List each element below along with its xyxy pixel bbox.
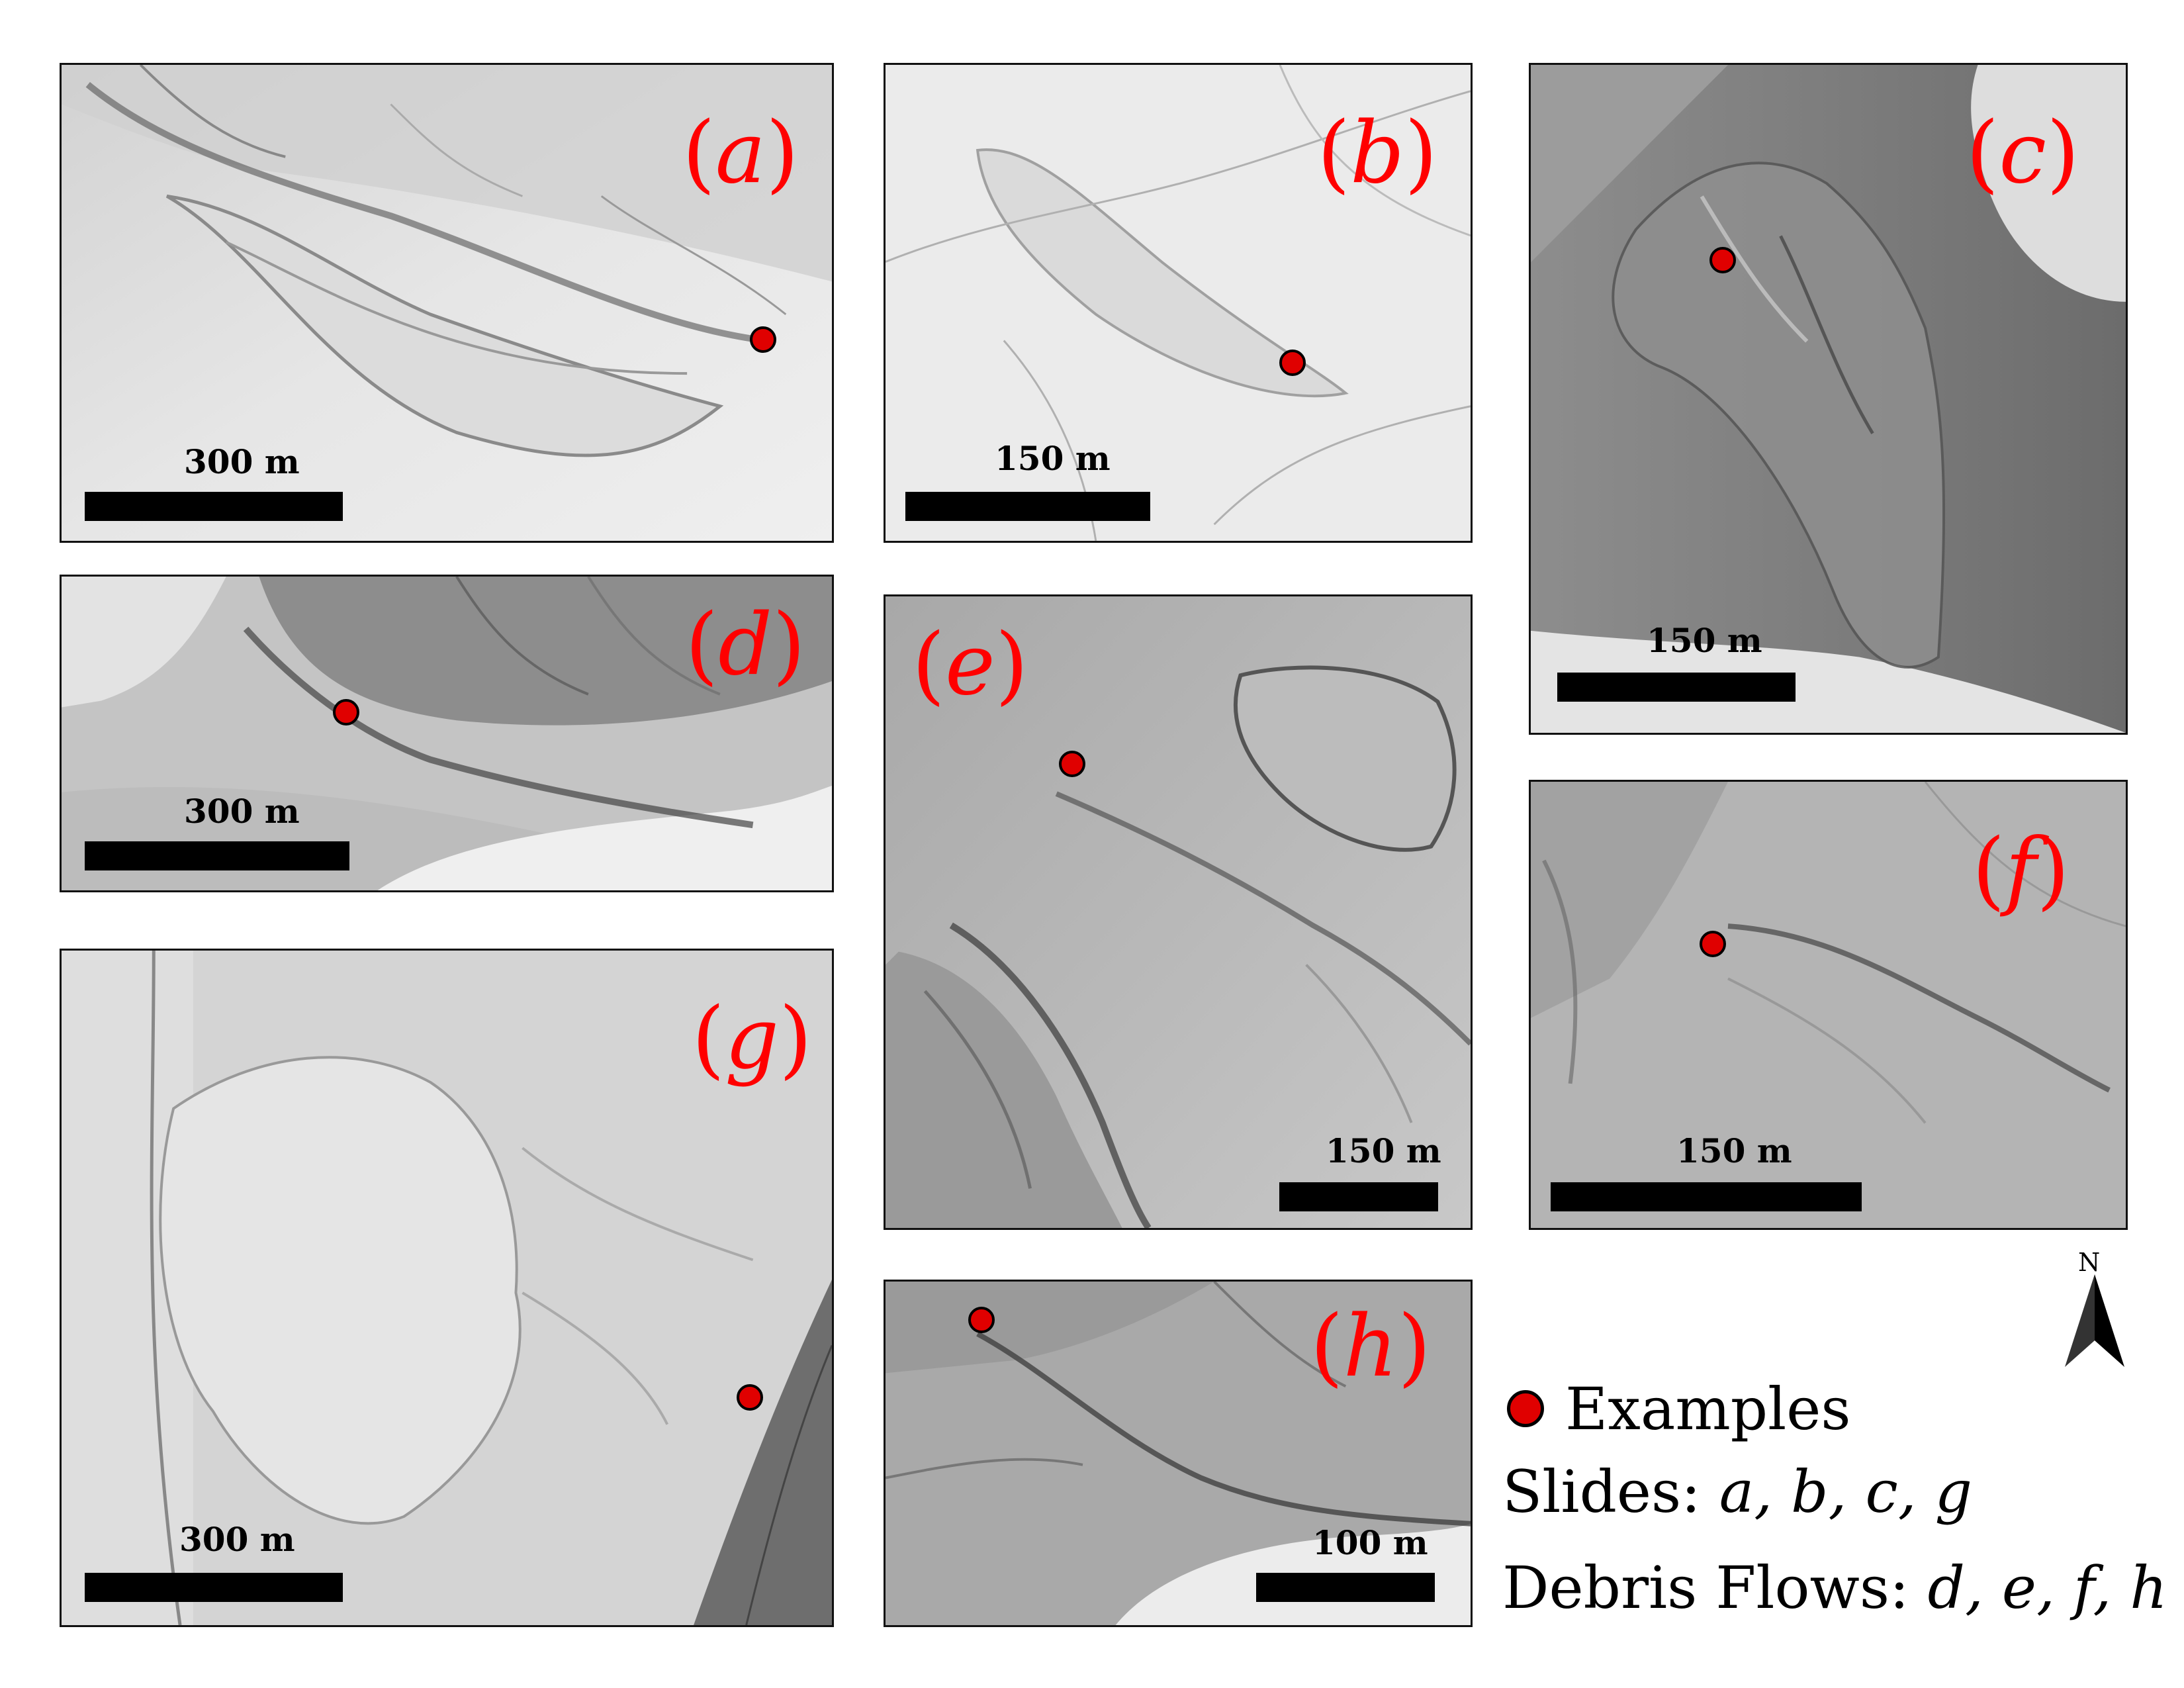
scale-label-b: 150 m (995, 439, 1111, 478)
hillshade-g (62, 951, 832, 1625)
panel-a: (a) 300 m (60, 63, 834, 543)
legend-slides-list: a, b, c, g (1719, 1458, 1973, 1526)
hillshade-d (62, 577, 832, 890)
legend-examples: Examples (1565, 1375, 1851, 1443)
scale-bar-g (85, 1573, 343, 1602)
legend-slides: Slides: a, b, c, g (1502, 1463, 1972, 1521)
hillshade-e (886, 596, 1471, 1228)
panel-label-g: (g) (692, 990, 812, 1088)
example-marker-g (737, 1384, 763, 1411)
legend-debris-list: d, e, f, h (1927, 1554, 2167, 1622)
scale-bar-b (905, 492, 1150, 521)
hillshade-f (1531, 782, 2126, 1228)
north-label: N (2078, 1248, 2101, 1277)
scale-label-a: 300 m (184, 442, 300, 481)
legend-debris-prefix: Debris Flows: (1502, 1554, 1928, 1622)
panel-c: (c) 150 m (1529, 63, 2128, 735)
scale-bar-d (85, 841, 349, 870)
panel-f: (f) 150 m (1529, 780, 2128, 1230)
example-marker-f (1700, 931, 1726, 957)
hillshade-b (886, 65, 1471, 541)
panel-label-c: (c) (1966, 104, 2079, 203)
scale-bar-e (1279, 1182, 1438, 1211)
legend-marker-icon (1507, 1390, 1544, 1427)
panel-label-h: (h) (1310, 1297, 1431, 1396)
example-marker-a (750, 326, 776, 353)
scale-bar-c (1557, 673, 1796, 702)
north-arrow-icon (2065, 1274, 2124, 1367)
scale-label-h: 100 m (1312, 1523, 1428, 1562)
scale-bar-f (1551, 1182, 1862, 1211)
panel-label-b: (b) (1317, 104, 1437, 203)
example-marker-d (333, 699, 359, 726)
scale-label-c: 150 m (1647, 621, 1762, 660)
panel-e: (e) 150 m (884, 594, 1473, 1230)
panel-g: (g) 300 m (60, 949, 834, 1627)
legend-debris: Debris Flows: d, e, f, h (1502, 1559, 2167, 1617)
panel-label-f: (f) (1972, 821, 2070, 919)
scale-bar-a (85, 492, 343, 521)
panel-label-a: (a) (682, 104, 799, 203)
scale-label-e: 150 m (1326, 1131, 1441, 1170)
panel-d: (d) 300 m (60, 575, 834, 892)
legend-slides-prefix: Slides: (1502, 1458, 1719, 1526)
example-marker-e (1059, 751, 1085, 777)
example-marker-b (1279, 350, 1306, 376)
scale-label-d: 300 m (184, 792, 300, 831)
scale-label-f: 150 m (1676, 1131, 1792, 1170)
panel-label-e: (e) (912, 616, 1028, 714)
scale-bar-h (1256, 1573, 1435, 1602)
hillshade-a (62, 65, 832, 541)
scale-label-g: 300 m (179, 1520, 295, 1559)
example-marker-h (968, 1307, 995, 1333)
panel-h: (h) 100 m (884, 1280, 1473, 1627)
panel-b: (b) 150 m (884, 63, 1473, 543)
panel-label-d: (d) (685, 596, 805, 694)
example-marker-c (1709, 247, 1736, 273)
hillshade-c (1531, 65, 2126, 733)
